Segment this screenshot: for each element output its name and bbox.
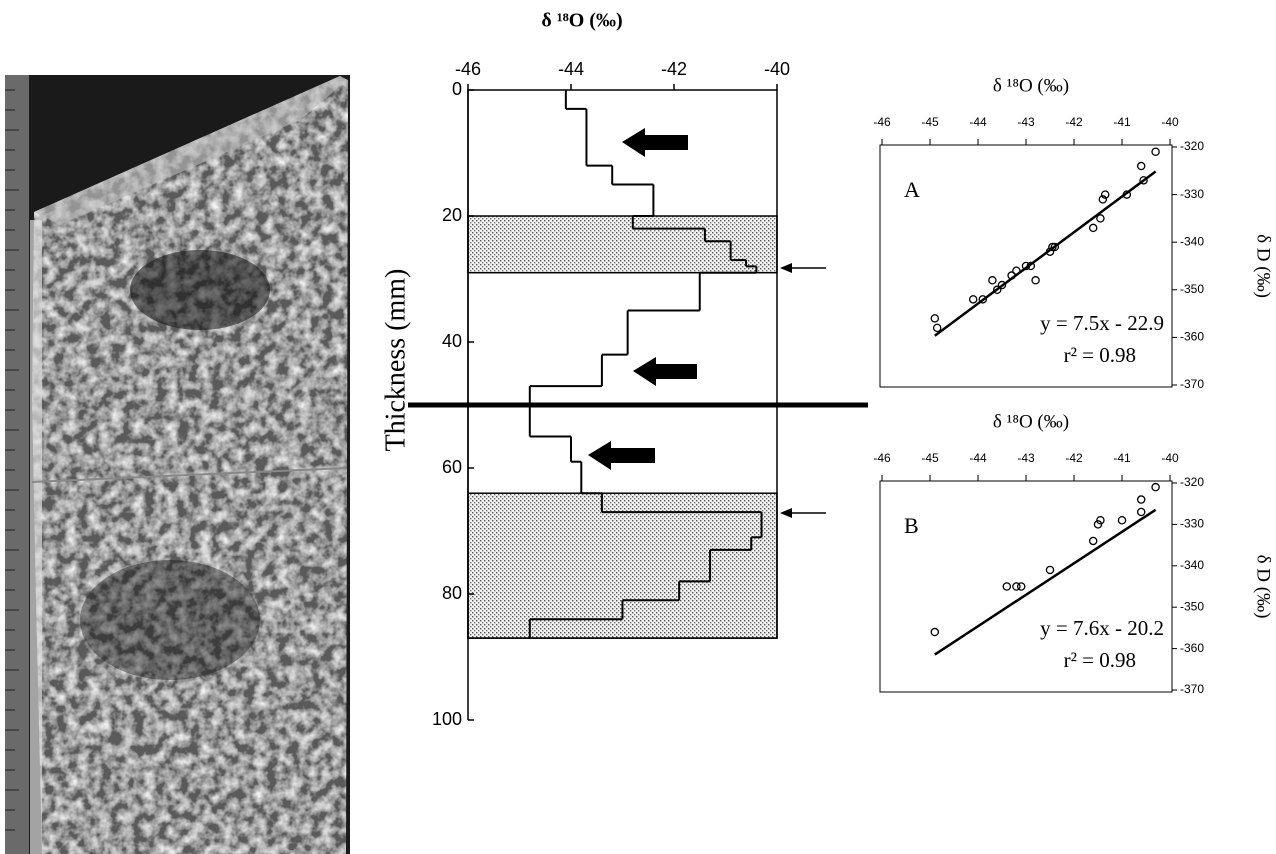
y-tick-label: 40 xyxy=(442,331,462,351)
x-tick-label: -42 xyxy=(1065,451,1083,465)
x-tick-label: -45 xyxy=(921,451,939,465)
y-tick-label: -320 xyxy=(1180,139,1204,153)
data-point xyxy=(1003,583,1010,590)
fit-equation: y = 7.5x - 22.9 xyxy=(1040,311,1164,335)
x-tick-label: -41 xyxy=(1113,115,1131,129)
x-tick-label: -43 xyxy=(1017,115,1035,129)
y-axis-title: δ D (‰) xyxy=(1253,555,1274,619)
y-tick-label: 0 xyxy=(452,79,462,99)
data-point xyxy=(1138,508,1145,515)
data-point xyxy=(1152,148,1159,155)
fit-equation: y = 7.6x - 20.2 xyxy=(1040,616,1164,640)
x-tick-label: -46 xyxy=(873,115,891,129)
panel-label: B xyxy=(904,513,919,538)
x-tick-label: -44 xyxy=(558,59,584,79)
y-tick-label: -320 xyxy=(1180,475,1204,489)
data-point xyxy=(931,315,938,322)
y-tick-label: -340 xyxy=(1180,234,1204,248)
x-tick-label: -42 xyxy=(1065,115,1083,129)
x-tick-label: -44 xyxy=(969,115,987,129)
data-point xyxy=(989,277,996,284)
x-axis-title: δ ¹⁸O (‰) xyxy=(993,411,1069,432)
plots: -46 -44 -42 -40 0 20 40 60 80 100 δ ¹⁸O (‰) δ D (‰)… xyxy=(408,59,1274,729)
y-tick-label: -350 xyxy=(1180,282,1204,296)
panel-label: A xyxy=(904,177,920,202)
data-point xyxy=(1097,215,1104,222)
r-squared: r² = 0.98 xyxy=(1064,648,1136,672)
x-tick-label: -41 xyxy=(1113,451,1131,465)
x-tick-label: -42 xyxy=(661,59,687,79)
figure: δ ¹⁸O (‰) Thickness (mm) -46 -44 -42 -40 0 20… xyxy=(0,0,1276,854)
y-tick-label: -350 xyxy=(1180,599,1204,613)
r-squared: r² = 0.98 xyxy=(1064,343,1136,367)
data-point xyxy=(934,324,941,331)
data-point xyxy=(1138,162,1145,169)
arrows xyxy=(588,128,826,518)
y-tick-label: -340 xyxy=(1180,558,1204,572)
data-point xyxy=(1046,566,1053,573)
x-tick-label: -46 xyxy=(873,451,891,465)
y-tick-label: 20 xyxy=(442,205,462,225)
data-point xyxy=(1018,583,1025,590)
y-tick-label: -370 xyxy=(1180,377,1204,391)
data-point xyxy=(1013,267,1020,274)
data-point xyxy=(970,296,977,303)
x-tick-label: -44 xyxy=(969,451,987,465)
y-tick-label: 60 xyxy=(442,457,462,477)
x-tick-label: -43 xyxy=(1017,451,1035,465)
data-point xyxy=(1152,484,1159,491)
x-tick-label: -40 xyxy=(1161,451,1179,465)
data-point xyxy=(931,628,938,635)
data-point xyxy=(1090,537,1097,544)
x-tick-label: -40 xyxy=(1161,115,1179,129)
x-tick-label: -45 xyxy=(921,115,939,129)
y-tick-label: -370 xyxy=(1180,682,1204,696)
data-point xyxy=(1118,517,1125,524)
y-tick-label: 80 xyxy=(442,583,462,603)
x-tick-label: -46 xyxy=(455,59,481,79)
data-point xyxy=(1090,224,1097,231)
y-tick-label: -360 xyxy=(1180,330,1204,344)
data-point xyxy=(1138,496,1145,503)
data-point xyxy=(1032,277,1039,284)
x-axis-title: δ ¹⁸O (‰) xyxy=(541,10,622,32)
y-tick-label: -330 xyxy=(1180,517,1204,531)
y-axis-title: Thickness (mm) xyxy=(380,269,411,452)
y-tick-label: -330 xyxy=(1180,187,1204,201)
y-tick-label: 100 xyxy=(432,709,462,729)
x-axis-title: δ ¹⁸O (‰) xyxy=(993,75,1069,96)
y-axis-title: δ D (‰) xyxy=(1253,234,1274,298)
sample-photo xyxy=(5,75,350,854)
y-tick-label: -360 xyxy=(1180,641,1204,655)
x-tick-label: -40 xyxy=(764,59,790,79)
